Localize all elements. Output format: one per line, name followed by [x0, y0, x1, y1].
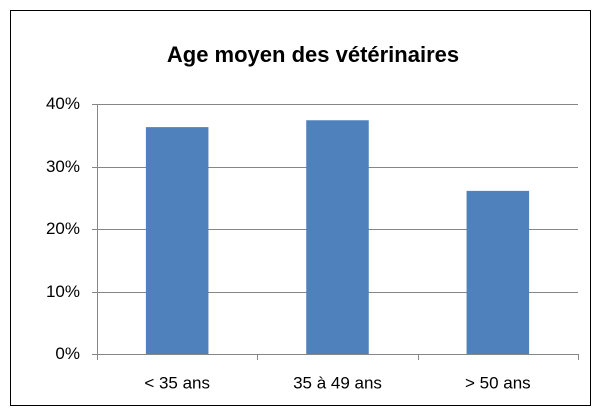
chart-title: Age moyen des vétérinaires: [167, 42, 459, 67]
x-tick-label: < 35 ans: [144, 373, 210, 392]
bar: [466, 190, 530, 354]
y-tick-label: 30%: [46, 157, 80, 176]
y-tick-label: 20%: [46, 219, 80, 238]
y-tick-label: 10%: [46, 282, 80, 301]
y-tick-label: 40%: [46, 94, 80, 113]
x-tick-label: 35 à 49 ans: [293, 373, 382, 392]
x-tick-label: > 50 ans: [465, 373, 531, 392]
bar: [145, 127, 209, 354]
y-tick-label: 0%: [55, 344, 80, 363]
bar: [306, 120, 369, 354]
